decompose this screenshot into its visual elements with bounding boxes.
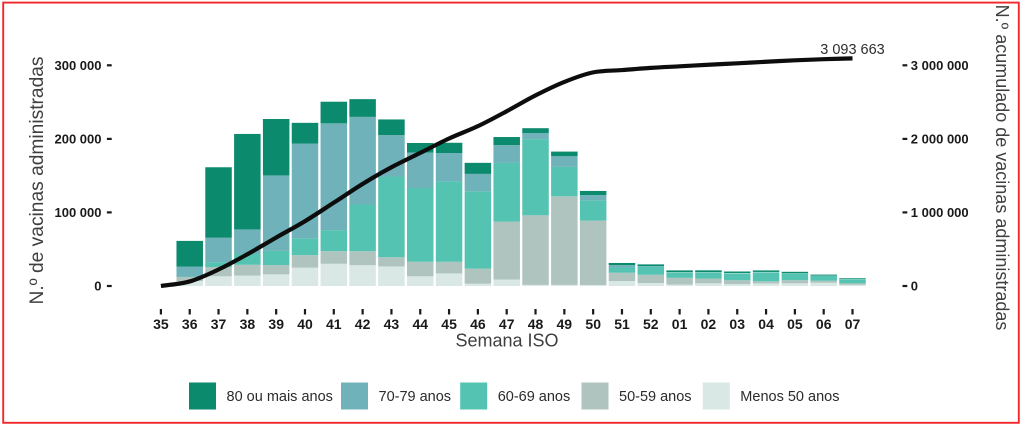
svg-text:43: 43 xyxy=(384,316,400,332)
svg-text:49: 49 xyxy=(557,316,573,332)
svg-text:46: 46 xyxy=(470,316,486,332)
svg-text:05: 05 xyxy=(787,316,803,332)
svg-text:42: 42 xyxy=(355,316,371,332)
svg-text:300 000: 300 000 xyxy=(55,58,102,73)
svg-text:2 000 000: 2 000 000 xyxy=(911,132,969,147)
svg-text:3 093 663: 3 093 663 xyxy=(820,42,885,58)
svg-text:1 000 000: 1 000 000 xyxy=(911,205,969,220)
svg-text:N.º de vacinas administradas: N.º de vacinas administradas xyxy=(27,56,48,304)
svg-text:36: 36 xyxy=(182,316,198,332)
svg-text:70-79 anos: 70-79 anos xyxy=(379,389,452,405)
svg-text:0: 0 xyxy=(94,279,101,294)
svg-text:07: 07 xyxy=(845,316,861,332)
svg-text:35: 35 xyxy=(153,316,169,332)
svg-text:51: 51 xyxy=(614,316,630,332)
svg-text:60-69 anos: 60-69 anos xyxy=(498,389,571,405)
svg-text:100 000: 100 000 xyxy=(55,205,102,220)
svg-text:200 000: 200 000 xyxy=(55,132,102,147)
svg-text:Semana ISO: Semana ISO xyxy=(455,331,558,351)
svg-text:52: 52 xyxy=(643,316,659,332)
svg-text:N.º acumulado de vacinas admin: N.º acumulado de vacinas administradas xyxy=(992,5,1012,331)
svg-text:47: 47 xyxy=(499,316,515,332)
svg-text:01: 01 xyxy=(672,316,688,332)
svg-text:04: 04 xyxy=(758,316,774,332)
svg-text:Menos 50 anos: Menos 50 anos xyxy=(740,389,839,405)
svg-text:40: 40 xyxy=(297,316,313,332)
svg-text:45: 45 xyxy=(441,316,457,332)
svg-text:0: 0 xyxy=(911,279,918,294)
svg-text:06: 06 xyxy=(816,316,832,332)
svg-text:39: 39 xyxy=(268,316,284,332)
svg-text:48: 48 xyxy=(528,316,544,332)
svg-text:38: 38 xyxy=(240,316,256,332)
svg-text:37: 37 xyxy=(211,316,227,332)
svg-text:41: 41 xyxy=(326,316,342,332)
svg-text:03: 03 xyxy=(729,316,745,332)
svg-text:44: 44 xyxy=(413,316,429,332)
svg-text:50-59 anos: 50-59 anos xyxy=(619,389,692,405)
svg-text:3 000 000: 3 000 000 xyxy=(911,58,969,73)
svg-text:50: 50 xyxy=(585,316,601,332)
svg-text:02: 02 xyxy=(701,316,717,332)
svg-text:80 ou mais anos: 80 ou mais anos xyxy=(227,389,333,405)
